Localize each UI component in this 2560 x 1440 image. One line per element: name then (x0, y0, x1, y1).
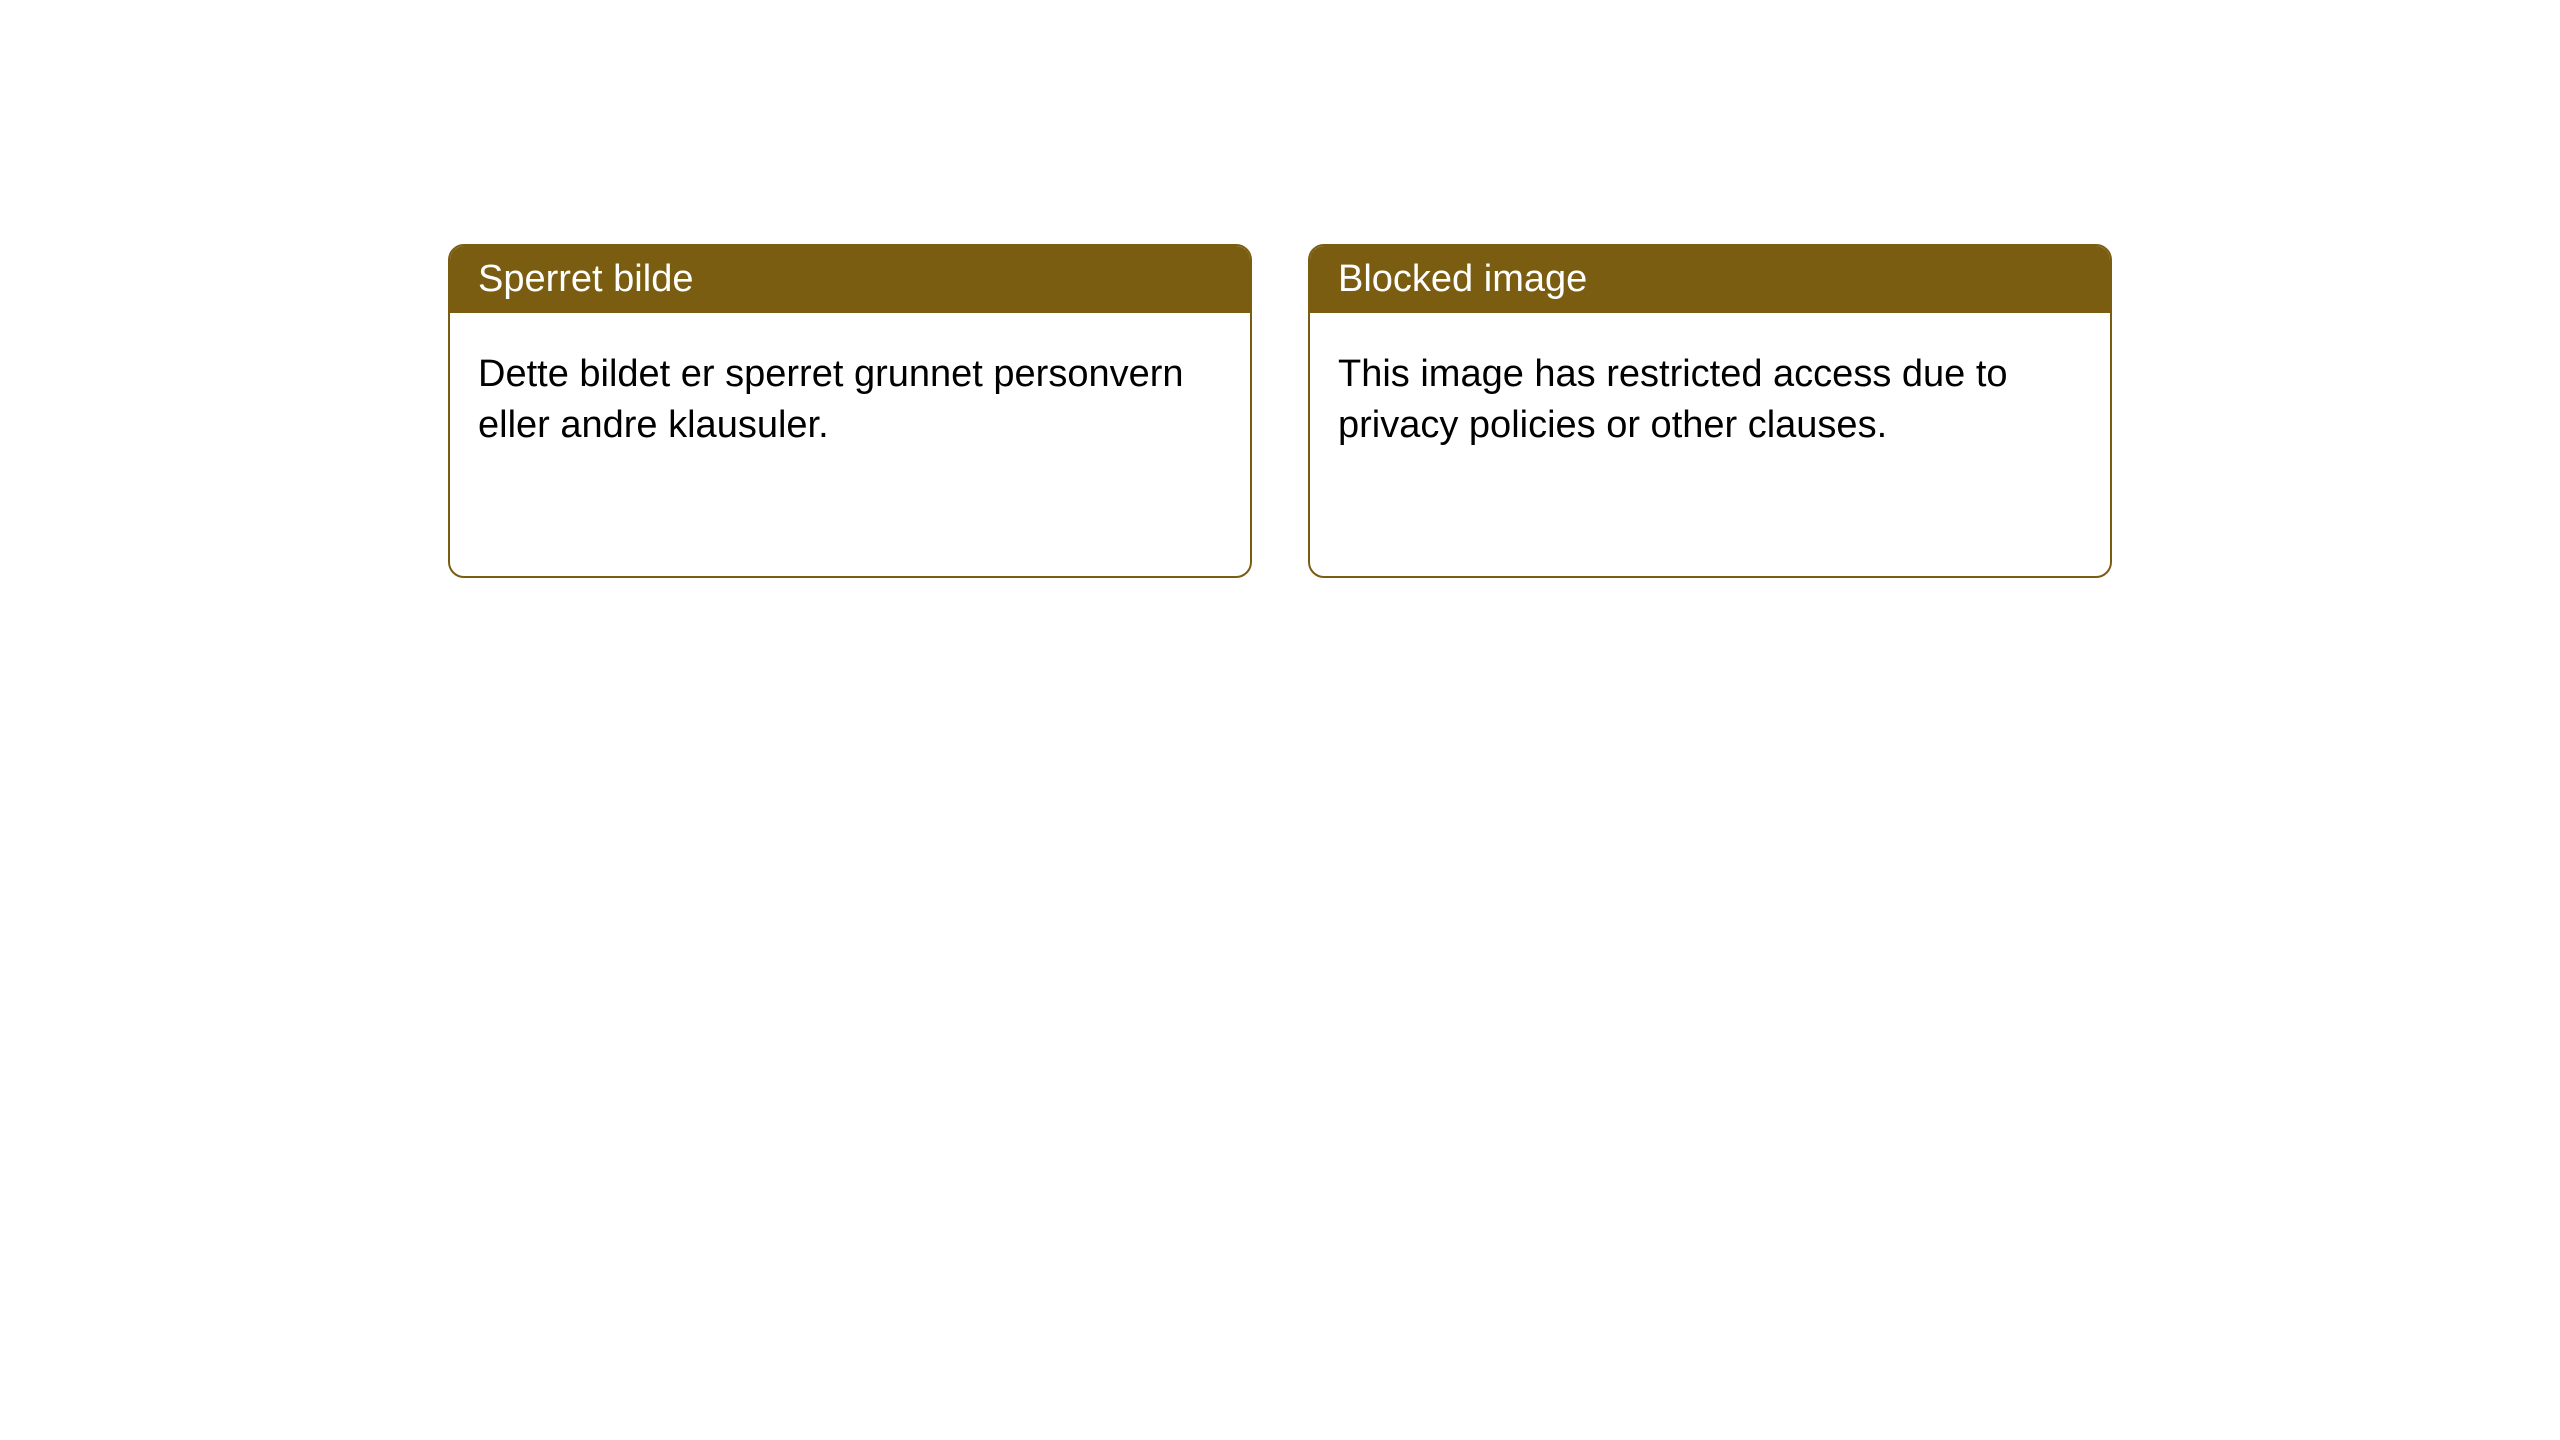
blocked-image-card-no: Sperret bilde Dette bildet er sperret gr… (448, 244, 1252, 578)
card-title-no: Sperret bilde (478, 258, 693, 300)
card-body-no: Dette bildet er sperret grunnet personve… (450, 313, 1250, 488)
cards-container: Sperret bilde Dette bildet er sperret gr… (0, 0, 2560, 578)
card-header-no: Sperret bilde (450, 246, 1250, 313)
card-message-en: This image has restricted access due to … (1338, 353, 2008, 446)
card-header-en: Blocked image (1310, 246, 2110, 313)
blocked-image-card-en: Blocked image This image has restricted … (1308, 244, 2112, 578)
card-body-en: This image has restricted access due to … (1310, 313, 2110, 488)
card-message-no: Dette bildet er sperret grunnet personve… (478, 353, 1184, 446)
card-title-en: Blocked image (1338, 258, 1587, 300)
